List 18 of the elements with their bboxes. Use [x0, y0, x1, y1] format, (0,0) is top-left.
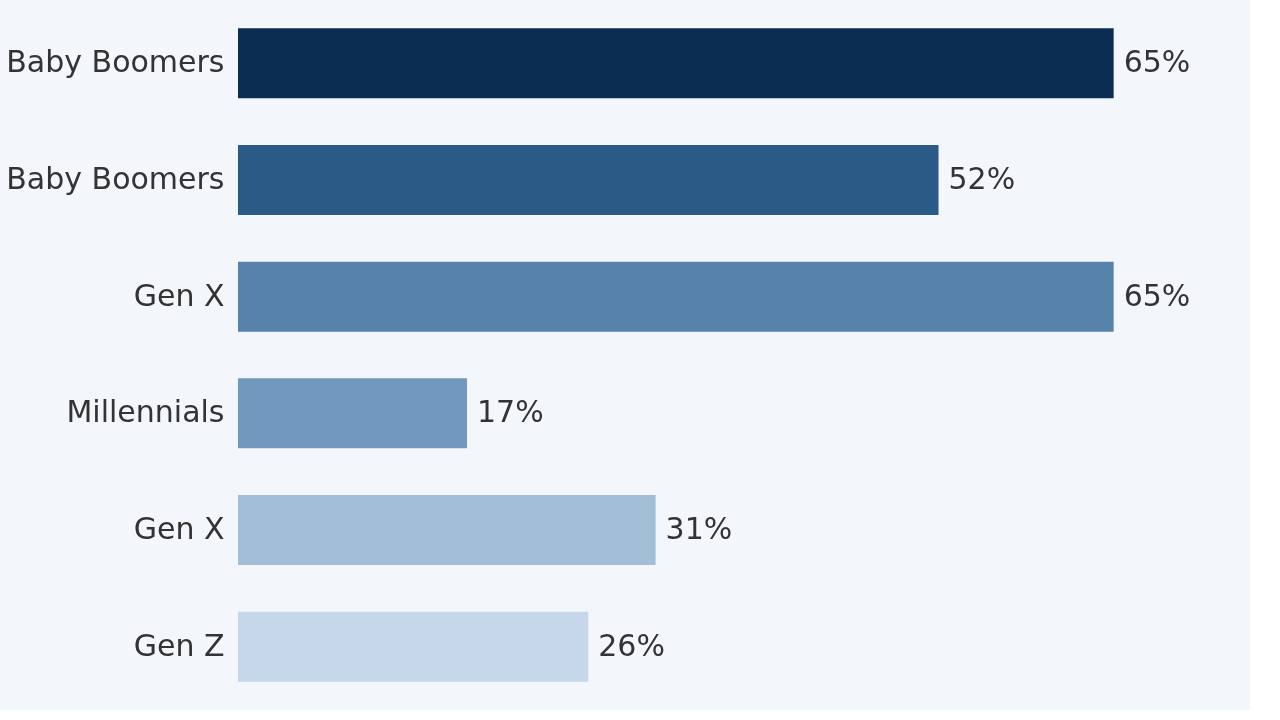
- data-label: 26%: [598, 627, 665, 663]
- data-label: 65%: [1123, 277, 1191, 313]
- y-tick-label: Gen Z: [133, 627, 225, 663]
- y-tick-label: Gen X: [133, 511, 225, 546]
- data-label: 17%: [477, 394, 544, 430]
- y-tick-label: Baby Boomers: [6, 44, 225, 80]
- y-tick-label: Gen X: [133, 277, 225, 313]
- bar: [238, 28, 1114, 99]
- bar: [238, 261, 1114, 332]
- y-tick-label: Baby Boomers: [6, 161, 225, 196]
- data-label: 52%: [948, 161, 1016, 196]
- y-tick-label: Millennials: [66, 394, 225, 430]
- bar: [238, 611, 589, 682]
- data-label: 65%: [1123, 44, 1191, 80]
- bar: [238, 495, 656, 565]
- bar: [238, 145, 939, 215]
- data-label: 31%: [665, 511, 733, 546]
- bar: [238, 378, 468, 449]
